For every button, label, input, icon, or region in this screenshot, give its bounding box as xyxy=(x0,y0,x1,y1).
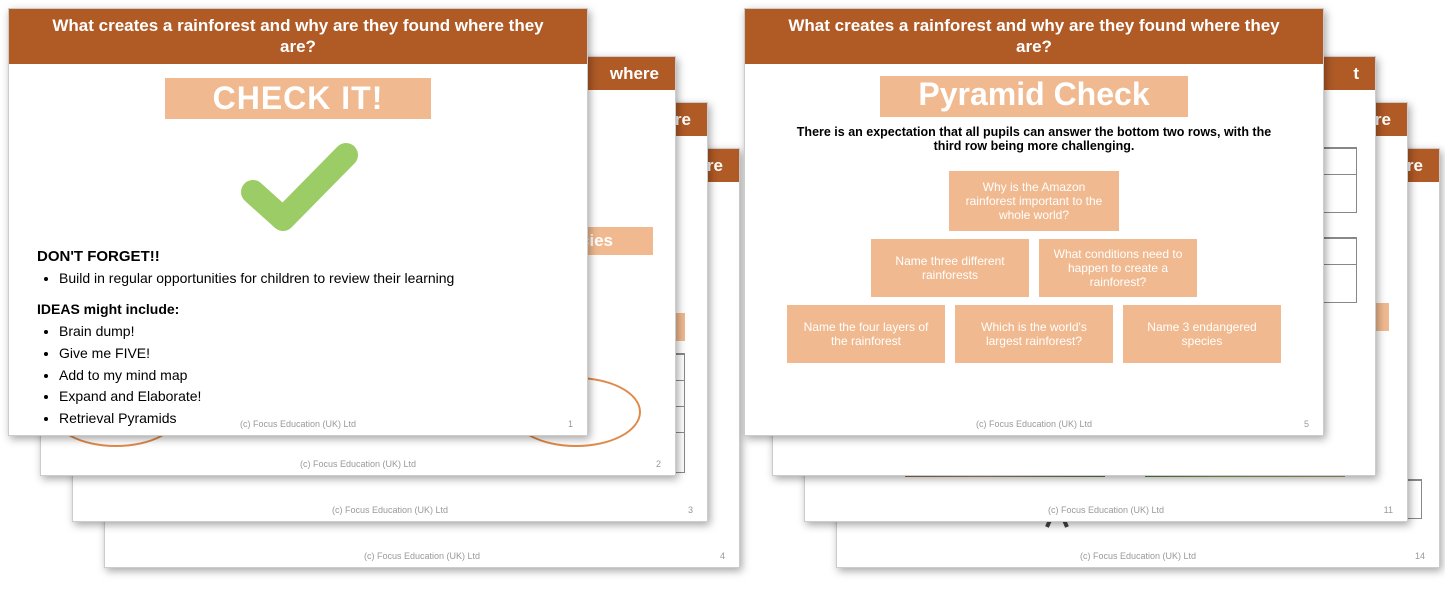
slide-header: What creates a rainforest and why are th… xyxy=(745,9,1323,64)
left-front-slide: What creates a rainforest and why are th… xyxy=(8,8,588,436)
slide-footer: (c) Focus Education (UK) Ltd xyxy=(805,505,1407,515)
slide-footer: (c) Focus Education (UK) Ltd xyxy=(837,551,1439,561)
page-number: 5 xyxy=(1304,419,1309,429)
slide-footer: (c) Focus Education (UK) Ltd xyxy=(745,419,1323,429)
slide-footer: (c) Focus Education (UK) Ltd xyxy=(73,505,707,515)
pyramid-title: Pyramid Check xyxy=(880,76,1187,117)
ideas-heading: IDEAS might include: xyxy=(37,299,559,321)
idea-item: Give me FIVE! xyxy=(59,343,559,365)
pyramid-cell: Which is the world's largest rainforest? xyxy=(955,305,1113,363)
slide-footer: (c) Focus Education (UK) Ltd xyxy=(9,419,587,429)
pyramid: Why is the Amazon rainforest important t… xyxy=(745,153,1323,363)
pyramid-cell: Name 3 endangered species xyxy=(1123,305,1281,363)
slide-body: DON'T FORGET!! Build in regular opportun… xyxy=(9,245,587,430)
dont-forget-heading: DON'T FORGET!! xyxy=(37,245,559,268)
page-number: 14 xyxy=(1415,551,1425,561)
page-number: 1 xyxy=(568,419,573,429)
page-number: 2 xyxy=(656,459,661,469)
bullet: Build in regular opportunities for child… xyxy=(59,268,559,290)
check-it-title: CHECK IT! xyxy=(165,78,432,119)
left-stack: where (c) Focus Education (UK) Ltd 4 whe… xyxy=(0,0,740,599)
slide-header: What creates a rainforest and why are th… xyxy=(9,9,587,64)
pyramid-cell: Why is the Amazon rainforest important t… xyxy=(949,171,1119,231)
pyramid-subtitle: There is an expectation that all pupils … xyxy=(745,117,1323,153)
header-frag: where xyxy=(610,64,659,83)
slide-footer: (c) Focus Education (UK) Ltd xyxy=(41,459,675,469)
page-number: 4 xyxy=(720,551,725,561)
page-number: 11 xyxy=(1384,505,1393,515)
ideas-list: Brain dump! Give me FIVE! Add to my mind… xyxy=(59,321,559,429)
idea-item: Add to my mind map xyxy=(59,365,559,387)
pyramid-cell: Name three different rainforests xyxy=(871,239,1029,297)
right-stack: where (c) Focus Education (UK) Ltd 14 wh… xyxy=(740,0,1445,599)
pyramid-row-top: Why is the Amazon rainforest important t… xyxy=(949,171,1119,231)
idea-item: Expand and Elaborate! xyxy=(59,386,559,408)
page-number: 3 xyxy=(688,505,693,515)
right-front-slide: What creates a rainforest and why are th… xyxy=(744,8,1324,436)
idea-item: Brain dump! xyxy=(59,321,559,343)
pyramid-row-mid: Name three different rainforests What co… xyxy=(871,239,1197,297)
pyramid-row-bot: Name the four layers of the rainforest W… xyxy=(787,305,1281,363)
pyramid-cell: Name the four layers of the rainforest xyxy=(787,305,945,363)
slide-footer: (c) Focus Education (UK) Ltd xyxy=(105,551,739,561)
checkmark-icon xyxy=(238,137,358,237)
pyramid-cell: What conditions need to happen to create… xyxy=(1039,239,1197,297)
header-frag: t xyxy=(1353,64,1359,83)
